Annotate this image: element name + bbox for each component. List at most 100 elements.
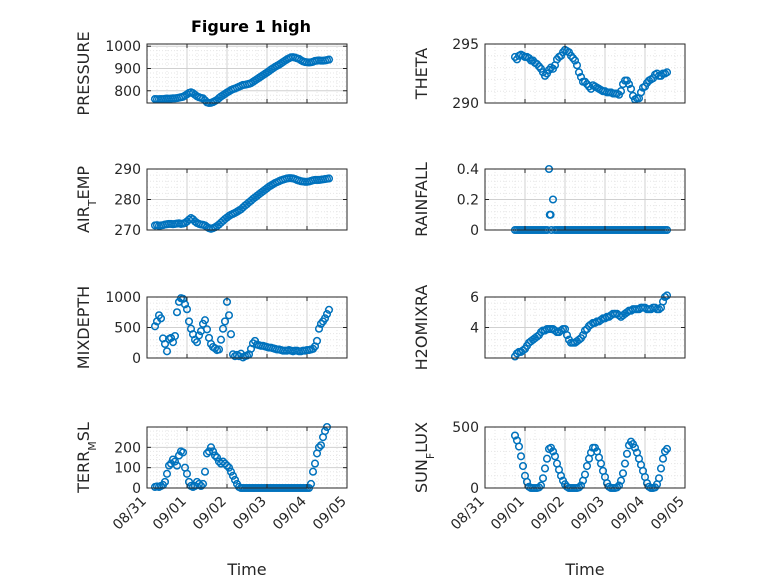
y-tick-label: 200	[114, 440, 141, 456]
data-point-theta	[636, 88, 646, 97]
data-point-air_temp	[190, 217, 200, 226]
data-point-terr_msl	[178, 448, 188, 457]
y-tick-label: 280	[114, 193, 141, 209]
data-point-theta	[626, 84, 636, 93]
y-tick-label: 1000	[105, 39, 141, 55]
data-point-mixdepth	[194, 331, 204, 340]
y-tick-label: 800	[114, 84, 141, 100]
data-point-terr_msl	[306, 479, 316, 488]
y-axis-label-mixdepth: MIXDEPTH	[74, 286, 93, 369]
data-point-mixdepth	[166, 333, 176, 342]
data-point-sun_flux	[550, 452, 560, 461]
data-point-h2omixra	[578, 331, 588, 340]
data-point-terr_msl	[160, 477, 170, 486]
data-point-sun_flux	[556, 471, 566, 480]
subplot-pressure: 800 900 1000 PRESSURE	[74, 31, 348, 116]
data-point-mixdepth	[210, 344, 220, 353]
data-point-mixdepth	[218, 324, 228, 333]
data-point-theta	[616, 87, 626, 96]
y-tick-label: 0.4	[457, 162, 479, 178]
data-point-mixdepth	[314, 324, 324, 333]
y-axis-label-sun_flux: SUNFLUX	[412, 422, 437, 493]
data-point-h2omixra	[574, 335, 584, 344]
subplot-theta: 290 295 THETA	[412, 37, 686, 112]
figure-title: Figure 1 high	[191, 17, 311, 36]
data-point-terr_msl	[308, 467, 318, 476]
axes-frame-theta	[484, 43, 686, 104]
data-point-mixdepth	[150, 322, 160, 331]
series-h2omixra	[510, 291, 672, 361]
data-point-h2omixra	[654, 305, 664, 314]
data-point-pressure	[324, 55, 334, 64]
data-point-h2omixra	[622, 308, 632, 317]
x-axis-label: Time	[564, 560, 604, 579]
series-mixdepth	[150, 294, 334, 362]
data-point-mixdepth	[172, 308, 182, 317]
y-tick-label: 295	[452, 37, 479, 53]
data-point-mixdepth	[202, 325, 212, 334]
y-axis-label-pressure: PRESSURE	[74, 31, 93, 115]
subplot-air_temp: 270 280 290 AIRTEMP	[74, 162, 348, 239]
data-point-sun_flux	[538, 474, 548, 483]
data-point-mixdepth	[214, 345, 224, 354]
y-tick-label: 6	[470, 290, 479, 306]
data-point-theta	[570, 56, 580, 65]
y-tick-label: 1000	[105, 290, 141, 306]
data-point-mixdepth	[180, 300, 190, 309]
data-point-sun_flux	[536, 481, 546, 490]
series-theta	[510, 45, 672, 104]
data-point-terr_msl	[320, 427, 330, 436]
data-point-rainfall	[546, 210, 555, 219]
data-point-theta	[662, 68, 672, 77]
data-point-h2omixra	[586, 320, 596, 329]
data-point-terr_msl	[170, 457, 180, 466]
y-tick-label: 290	[114, 162, 141, 178]
data-point-sun_flux	[582, 461, 592, 471]
y-axis-label-terr_msl: TERRMSL	[74, 422, 99, 494]
data-point-sun_flux	[656, 464, 666, 473]
data-point-mixdepth	[170, 331, 180, 341]
data-point-terr_msl	[210, 451, 220, 460]
data-point-sun_flux	[620, 459, 630, 468]
data-point-mixdepth	[226, 330, 236, 339]
data-point-mixdepth	[224, 311, 234, 320]
data-point-sun_flux	[540, 464, 550, 473]
y-tick-label: 0	[470, 481, 479, 497]
data-point-terr_msl	[314, 443, 324, 452]
data-point-mixdepth	[156, 314, 166, 323]
data-point-h2omixra	[662, 291, 672, 300]
data-point-air_temp	[324, 174, 334, 183]
data-point-terr_msl	[164, 461, 174, 470]
data-point-sun_flux	[580, 470, 590, 479]
data-point-mixdepth	[184, 317, 194, 326]
data-point-theta	[572, 61, 582, 70]
y-tick-label: 270	[114, 223, 141, 239]
data-point-terr_msl	[204, 447, 214, 456]
y-tick-label: 0	[132, 351, 141, 367]
data-point-sun_flux	[612, 483, 622, 492]
data-point-rainfall	[548, 195, 558, 204]
data-point-terr_msl	[184, 477, 194, 486]
data-point-mixdepth	[182, 305, 192, 314]
x-axis-label: Time	[226, 560, 266, 579]
y-tick-label: 500	[452, 420, 479, 436]
data-point-terr_msl	[168, 455, 178, 464]
data-point-sun_flux	[622, 449, 632, 458]
data-point-terr_msl	[206, 443, 216, 452]
data-point-sun_flux	[618, 469, 628, 478]
data-point-h2omixra	[556, 326, 566, 335]
subplot-mixdepth: 0 500 1000 MIXDEPTH	[74, 286, 348, 369]
data-point-sun_flux	[658, 454, 668, 463]
data-point-pressure	[198, 94, 208, 103]
data-point-terr_msl	[316, 441, 326, 450]
y-axis-label-h2omixra: H2OMIXRA	[412, 285, 431, 371]
y-axis-label-theta: THETA	[412, 48, 431, 100]
data-point-h2omixra	[536, 328, 546, 337]
subplot-rainfall: 0 0.2 0.4 RAINFALL	[412, 162, 686, 239]
data-point-terr_msl	[198, 479, 208, 488]
data-point-theta	[574, 68, 584, 77]
data-point-h2omixra	[518, 346, 528, 355]
data-point-sun_flux	[514, 442, 524, 451]
data-point-terr_msl	[200, 467, 210, 476]
